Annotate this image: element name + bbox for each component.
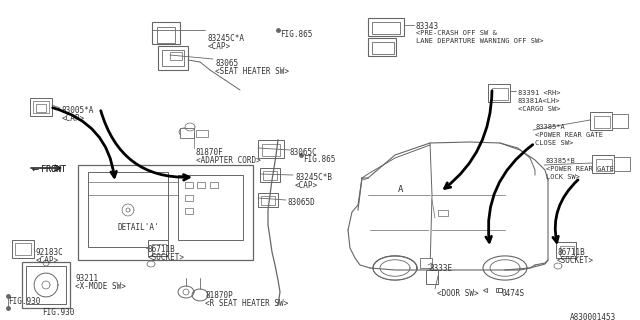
Bar (197, 182, 205, 188)
Bar (261, 196, 275, 205)
Bar (152, 244, 166, 254)
Text: <POWER REAR GATE: <POWER REAR GATE (535, 132, 603, 138)
Text: FIG.865: FIG.865 (303, 155, 335, 164)
Text: FIG.865: FIG.865 (280, 30, 312, 39)
Text: 8333E: 8333E (430, 264, 453, 273)
Text: <SEAT HEATER SW>: <SEAT HEATER SW> (215, 67, 289, 76)
Text: 86711B: 86711B (557, 248, 585, 257)
Text: 86711B: 86711B (148, 245, 176, 254)
Text: A830001453: A830001453 (570, 313, 616, 320)
Text: <ADAPTER CORD>: <ADAPTER CORD> (196, 156, 260, 165)
Text: 83381A<LH>: 83381A<LH> (518, 98, 561, 104)
Bar (612, 114, 628, 128)
Bar (258, 193, 278, 207)
Text: 83391 <RH>: 83391 <RH> (518, 90, 561, 96)
Text: $\leftarrow$FRONT: $\leftarrow$FRONT (30, 163, 67, 174)
Bar (178, 175, 243, 240)
Text: A: A (398, 185, 403, 194)
Bar (148, 240, 168, 256)
Bar (196, 130, 208, 137)
Bar (260, 168, 280, 182)
Text: 93211: 93211 (75, 274, 98, 283)
Bar (88, 172, 168, 247)
Bar (488, 84, 510, 102)
Text: <SOCKET>: <SOCKET> (148, 253, 185, 262)
Bar (170, 52, 182, 60)
Text: <CAP>: <CAP> (36, 256, 59, 265)
Bar (152, 22, 180, 44)
Text: FIG.930: FIG.930 (8, 297, 40, 306)
Bar (22, 262, 70, 308)
Bar (185, 182, 193, 188)
Text: 83065C: 83065C (290, 148, 317, 157)
Text: <DOOR SW>: <DOOR SW> (437, 289, 479, 298)
Bar (560, 246, 574, 256)
Bar (210, 182, 218, 188)
Bar (185, 208, 193, 214)
Text: <CAP>: <CAP> (295, 181, 318, 190)
Bar (556, 242, 576, 258)
Text: CLOSE SW>: CLOSE SW> (535, 140, 573, 146)
Text: 83245C*A: 83245C*A (208, 34, 245, 43)
Text: 83385*A: 83385*A (535, 124, 564, 130)
Text: 81870F: 81870F (196, 148, 224, 157)
Bar (258, 140, 284, 158)
Text: <PRE-CRASH OFF SW &: <PRE-CRASH OFF SW & (416, 30, 497, 36)
Text: 83005*A: 83005*A (62, 106, 94, 115)
Bar (420, 258, 432, 268)
Text: 83343: 83343 (416, 22, 439, 31)
Bar (26, 266, 66, 304)
Bar (368, 18, 404, 36)
Text: FIG.930: FIG.930 (42, 308, 74, 317)
Text: <CAP>: <CAP> (208, 42, 231, 51)
Bar (15, 243, 31, 255)
Text: <R SEAT HEATER SW>: <R SEAT HEATER SW> (205, 299, 288, 308)
Bar (594, 116, 610, 128)
Text: LANE DEPARTURE WARNING OFF SW>: LANE DEPARTURE WARNING OFF SW> (416, 38, 543, 44)
Text: LOCK SW>: LOCK SW> (546, 174, 580, 180)
Bar (30, 98, 52, 116)
Text: 81870P: 81870P (205, 291, 233, 300)
Bar (592, 155, 614, 173)
Text: 83245C*B: 83245C*B (295, 173, 332, 182)
Bar (78, 165, 253, 260)
Bar (33, 101, 49, 113)
Bar (614, 157, 630, 171)
Bar (426, 270, 438, 284)
Text: 92183C: 92183C (36, 248, 64, 257)
Text: <CAP>: <CAP> (62, 114, 85, 123)
Bar (262, 144, 280, 156)
Text: <CARGO SW>: <CARGO SW> (518, 106, 561, 112)
Text: <X-MODE SW>: <X-MODE SW> (75, 282, 126, 291)
Bar (492, 88, 508, 100)
Bar (372, 42, 394, 54)
Text: 83065D: 83065D (288, 198, 316, 207)
Text: 0474S: 0474S (502, 289, 525, 298)
Bar (372, 22, 400, 34)
Bar (185, 195, 193, 201)
Bar (263, 171, 277, 180)
Bar (180, 128, 194, 138)
Bar (157, 27, 175, 43)
Bar (12, 240, 34, 258)
Text: DETAIL'A': DETAIL'A' (118, 223, 159, 232)
Bar (368, 38, 396, 56)
Bar (158, 46, 188, 70)
Bar (438, 210, 448, 216)
Text: $\leftarrow$FRONT: $\leftarrow$FRONT (30, 163, 67, 174)
Bar (36, 104, 46, 112)
Text: 83385*B: 83385*B (546, 158, 576, 164)
Bar (596, 159, 612, 171)
Text: <SOCKET>: <SOCKET> (557, 256, 594, 265)
Text: <POWER REAR GATE: <POWER REAR GATE (546, 166, 614, 172)
Text: 83065: 83065 (215, 59, 238, 68)
Bar (162, 50, 184, 66)
Bar (590, 112, 612, 130)
